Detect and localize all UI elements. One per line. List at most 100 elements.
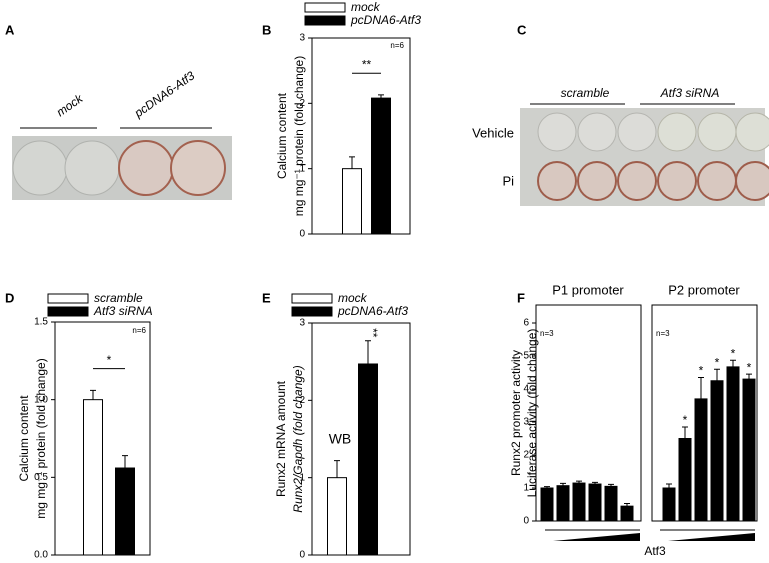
y-tick-label: 2 <box>299 395 305 406</box>
y-tick-label: 1.0 <box>34 394 48 405</box>
y-axis-label: Calcium content <box>275 92 289 179</box>
bar <box>694 398 708 522</box>
y-axis-label: Luciferase activity (fold change) <box>525 329 539 498</box>
y-tick-label: 1 <box>523 483 529 494</box>
image-label: pcDNA6-Atf3 <box>131 68 197 120</box>
bar <box>342 168 362 235</box>
legend-label: Atf3 siRNA <box>93 304 153 318</box>
panel-letter: F <box>517 290 525 305</box>
y-tick-label: 3 <box>299 33 305 44</box>
y-axis-label: mg mg⁻¹ protein (fold change) <box>292 56 306 216</box>
y-tick-label: 0 <box>523 516 529 527</box>
significance: * <box>715 355 720 369</box>
legend-swatch <box>291 306 333 317</box>
error-bar <box>576 480 582 484</box>
error-bar <box>334 460 340 478</box>
dose-wedge <box>553 533 640 541</box>
legend-label: pcDNA6-Atf3 <box>337 304 408 318</box>
y-tick-label: 4 <box>523 384 529 395</box>
panel-title: P2 promoter <box>668 282 740 297</box>
error-bar <box>122 455 128 469</box>
y-tick-label: 0 <box>299 550 305 561</box>
error-bar <box>746 373 752 380</box>
error-bar <box>730 359 736 367</box>
legend-label: mock <box>351 0 381 14</box>
error-bar <box>544 486 550 488</box>
significance: * <box>699 364 704 378</box>
photo-a <box>12 127 232 200</box>
sample-note: n=6 <box>132 326 146 335</box>
error-bar <box>698 376 704 399</box>
bar <box>710 380 724 522</box>
legend-label: pcDNA6-Atf3 <box>350 13 421 27</box>
significance: * <box>731 346 736 360</box>
sample-note: n=6 <box>390 41 404 50</box>
image-label: scramble <box>561 86 610 100</box>
sample-note: n=3 <box>540 329 554 338</box>
row-label: Vehicle <box>472 125 514 140</box>
panel-letter: E <box>262 290 271 305</box>
legend-swatch <box>304 2 346 13</box>
y-tick-label: 1 <box>299 472 305 483</box>
bar <box>572 482 586 522</box>
significance: * <box>683 413 688 427</box>
error-bar <box>560 482 566 486</box>
bar <box>327 477 347 556</box>
y-tick-label: 0 <box>299 229 305 240</box>
y-axis-label: Runx2 promoter activity <box>509 350 523 476</box>
sample-note: n=3 <box>656 329 670 338</box>
y-tick-label: 2 <box>523 450 529 461</box>
bar <box>115 467 135 556</box>
bar <box>540 487 554 522</box>
photo-c <box>520 103 769 206</box>
panel-letter: D <box>5 290 14 305</box>
significance: * <box>107 353 112 367</box>
error-bar <box>682 426 688 439</box>
row-label: Pi <box>502 173 514 188</box>
error-bar <box>608 483 614 487</box>
y-tick-label: 3 <box>299 318 305 329</box>
y-axis-label: Runx2/Gapdh (fold change) <box>291 365 305 512</box>
error-bar <box>378 94 384 99</box>
y-tick-label: 1.5 <box>34 317 48 328</box>
bar <box>371 97 391 235</box>
bar <box>588 483 602 522</box>
significance: * <box>747 360 752 374</box>
bar <box>83 399 103 556</box>
bar <box>742 378 756 522</box>
legend-swatch <box>291 293 333 304</box>
image-label: mock <box>54 91 86 119</box>
y-tick-label: 0.5 <box>34 472 48 483</box>
error-bar <box>349 156 355 169</box>
significance: ** <box>362 57 372 71</box>
bar <box>620 505 634 522</box>
bar <box>662 487 676 522</box>
annotation: WB <box>329 431 352 447</box>
bar <box>358 363 378 556</box>
bar <box>726 366 740 522</box>
significance: ** <box>366 328 380 338</box>
legend-label: mock <box>338 291 368 305</box>
image-label: Atf3 siRNA <box>660 86 720 100</box>
error-bar <box>666 483 672 488</box>
y-tick-label: 2 <box>299 98 305 109</box>
y-axis-label: Runx2 mRNA amount <box>274 380 288 497</box>
y-tick-label: 5 <box>523 351 529 362</box>
bar <box>678 438 692 522</box>
y-tick-label: 6 <box>523 318 529 329</box>
error-bar <box>592 481 598 485</box>
x-axis-label: Atf3 <box>644 544 666 558</box>
panel-letter: A <box>5 22 15 37</box>
error-bar <box>365 340 371 364</box>
panel-letter: C <box>517 22 527 37</box>
y-tick-label: 0.0 <box>34 550 48 561</box>
panel-letter: B <box>262 22 271 37</box>
y-axis-label: mg mg⁻¹ protein (fold change) <box>34 358 48 518</box>
dose-wedge <box>668 533 755 541</box>
legend-swatch <box>304 15 346 26</box>
legend-swatch <box>47 293 89 304</box>
bar <box>604 485 618 522</box>
legend-swatch <box>47 306 89 317</box>
